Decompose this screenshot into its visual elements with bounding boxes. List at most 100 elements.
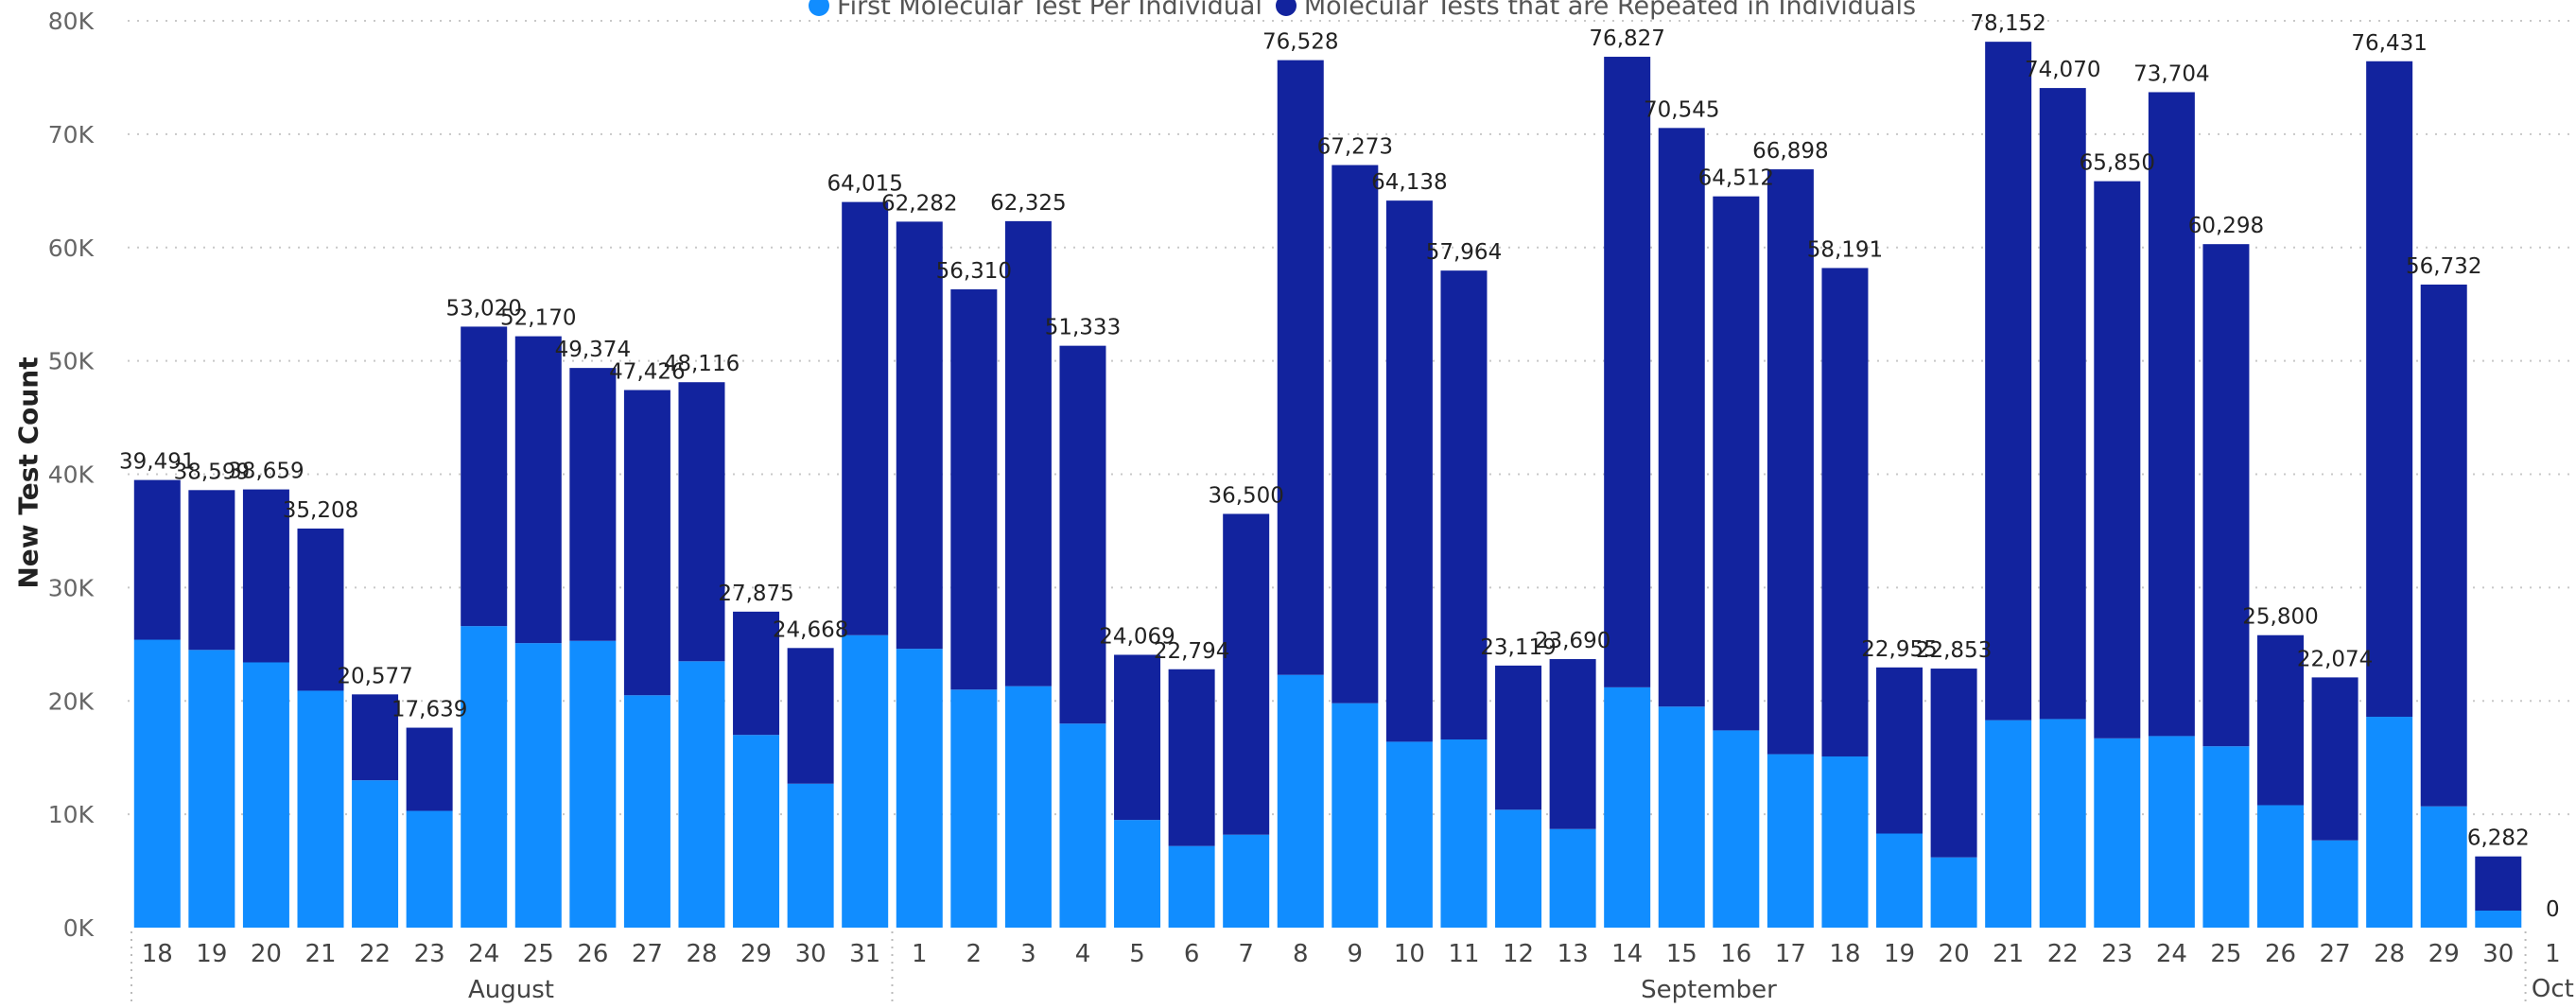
bar-segment-repeated-tests[interactable] [297,528,344,691]
bar-segment-repeated-tests[interactable] [1821,268,1869,756]
bar-segment-repeated-tests[interactable] [188,490,235,651]
bar-segment-repeated-tests[interactable] [1713,196,1760,731]
bar-segment-repeated-tests[interactable] [242,489,289,663]
bar-segment-first-test[interactable] [1440,739,1488,928]
bar-segment-first-test[interactable] [2420,806,2467,928]
bar-segment-first-test[interactable] [733,735,780,928]
bar-segment-first-test[interactable] [623,695,670,928]
bar-segment-repeated-tests[interactable] [842,201,889,635]
bar-segment-repeated-tests[interactable] [1114,654,1161,821]
bar-segment-repeated-tests[interactable] [133,479,181,640]
bar-segment-repeated-tests[interactable] [2420,284,2467,807]
y-tick-label: 10K [48,801,95,828]
bar-segment-first-test[interactable] [352,780,399,928]
bar-segment-first-test[interactable] [842,634,889,928]
bar-segment-repeated-tests[interactable] [406,727,453,811]
bar-segment-first-test[interactable] [242,662,289,928]
bar-segment-repeated-tests[interactable] [1385,200,1433,742]
bar-total-label: 57,964 [1426,240,1502,265]
bar-segment-repeated-tests[interactable] [896,221,943,650]
bar-segment-first-test[interactable] [2311,840,2358,928]
bar-segment-repeated-tests[interactable] [2366,61,2413,718]
bar-segment-repeated-tests[interactable] [2257,634,2305,806]
bar-total-label: 64,512 [1698,166,1774,191]
bar-segment-first-test[interactable] [1549,828,1596,928]
month-label: September [1641,976,1777,1004]
bar-segment-first-test[interactable] [1168,845,1215,928]
bar-segment-repeated-tests[interactable] [352,694,399,781]
bar-segment-first-test[interactable] [2148,736,2195,928]
bar-segment-repeated-tests[interactable] [2475,856,2522,912]
bar-segment-repeated-tests[interactable] [1876,667,1923,834]
bar-segment-repeated-tests[interactable] [787,648,834,784]
bar-segment-repeated-tests[interactable] [461,326,508,627]
bar-segment-first-test[interactable] [1223,834,1270,928]
legend-item-first-test[interactable]: First Molecular Test Per Individual [809,0,1262,21]
bar-segment-repeated-tests[interactable] [1168,669,1215,846]
bar-segment-first-test[interactable] [1332,703,1379,928]
bar-segment-first-test[interactable] [1385,741,1433,928]
bar-segment-repeated-tests[interactable] [1549,659,1596,829]
bar-segment-first-test[interactable] [950,689,998,928]
bar-segment-first-test[interactable] [2202,746,2250,928]
bar-segment-repeated-tests[interactable] [569,368,617,641]
bar-segment-first-test[interactable] [1114,820,1161,928]
x-tick-label: 23 [2101,940,2132,968]
bar-segment-first-test[interactable] [188,650,235,928]
bar-segment-repeated-tests[interactable] [950,288,998,690]
bar-segment-first-test[interactable] [1604,686,1651,928]
bar-segment-repeated-tests[interactable] [678,382,725,662]
bar-segment-first-test[interactable] [1713,730,1760,928]
bar-segment-first-test[interactable] [1059,723,1106,928]
bar-segment-repeated-tests[interactable] [733,611,780,736]
bar-segment-first-test[interactable] [2039,719,2086,928]
bar-segment-repeated-tests[interactable] [1059,345,1106,724]
bar-segment-first-test[interactable] [297,690,344,928]
bar-segment-repeated-tests[interactable] [514,336,562,644]
bar-segment-first-test[interactable] [787,783,834,928]
bar-segment-first-test[interactable] [133,639,181,928]
bar-segment-repeated-tests[interactable] [2039,88,2086,720]
bar-segment-first-test[interactable] [2366,717,2413,928]
bar-segment-first-test[interactable] [1930,857,1977,928]
x-tick-label: 26 [2265,940,2296,968]
bar-segment-repeated-tests[interactable] [2148,92,2195,737]
bar-segment-first-test[interactable] [678,661,725,928]
bar-segment-repeated-tests[interactable] [1223,513,1270,835]
bar-segment-repeated-tests[interactable] [1332,165,1379,704]
x-tick-label: 12 [1503,940,1534,968]
y-axis-ticks: 0K 10K 20K 30K 40K 50K 60K 70K 80K [48,8,95,942]
bar-segment-first-test[interactable] [1821,756,1869,928]
bar-segment-first-test[interactable] [896,649,943,928]
bar-segment-repeated-tests[interactable] [1495,665,1542,810]
bar-segment-repeated-tests[interactable] [2094,181,2141,739]
bar-segment-first-test[interactable] [1004,686,1052,928]
bar-segment-repeated-tests[interactable] [1440,270,1488,740]
bar-segment-first-test[interactable] [1495,809,1542,928]
bar-segment-repeated-tests[interactable] [2202,244,2250,747]
bar-segment-first-test[interactable] [1277,674,1324,928]
bar-segment-repeated-tests[interactable] [1985,42,2032,721]
bar-segment-first-test[interactable] [2094,738,2141,928]
bar-segment-first-test[interactable] [1985,720,2032,928]
bar-segment-repeated-tests[interactable] [1930,669,1977,858]
bar-segment-first-test[interactable] [1658,706,1705,928]
legend-item-repeated-tests[interactable]: Molecular Tests that are Repeated in Ind… [1275,0,1916,21]
bar-segment-repeated-tests[interactable] [1767,169,1814,755]
bar-segment-repeated-tests[interactable] [1604,57,1651,687]
bar-segment-first-test[interactable] [406,810,453,928]
bar-segment-first-test[interactable] [514,643,562,928]
bar-segment-repeated-tests[interactable] [623,390,670,696]
bar-segment-first-test[interactable] [569,640,617,928]
bar-segment-first-test[interactable] [1767,754,1814,928]
bar-segment-first-test[interactable] [461,626,508,928]
bar-segment-first-test[interactable] [1876,833,1923,928]
bar-segment-repeated-tests[interactable] [1658,128,1705,707]
bar-segment-first-test[interactable] [2257,805,2305,928]
bar-total-label: 51,333 [1045,316,1121,340]
bar-segment-repeated-tests[interactable] [2311,677,2358,841]
bar-segment-repeated-tests[interactable] [1277,60,1324,675]
bar-segment-first-test[interactable] [2475,911,2522,928]
bars [133,42,2522,928]
bar-segment-repeated-tests[interactable] [1004,220,1052,686]
